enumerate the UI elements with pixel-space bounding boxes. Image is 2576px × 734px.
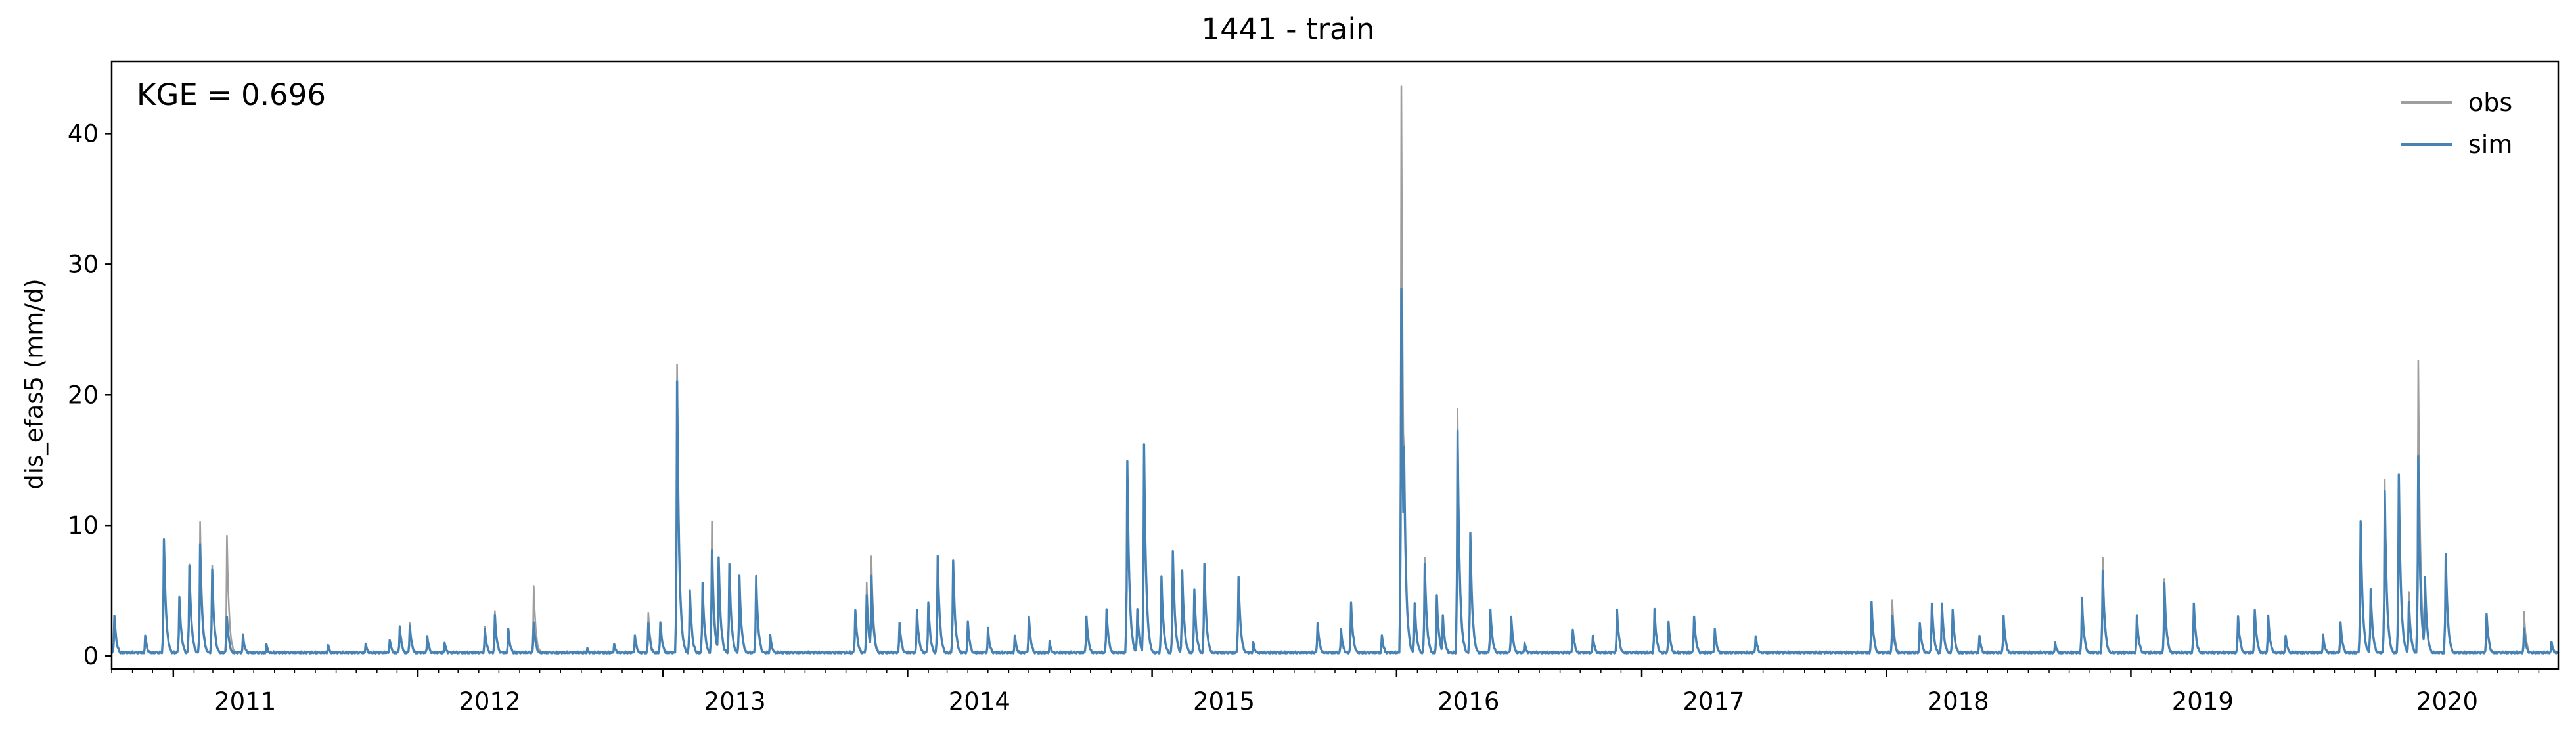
y-tick-label: 10 [68,511,99,540]
chart-title: 1441 - train [1201,12,1375,47]
series-line-sim [110,288,2560,655]
legend-swatch-obs [2401,101,2452,104]
x-tick-label: 2016 [1437,687,1499,716]
kge-annotation: KGE = 0.696 [137,77,326,112]
legend: obs sim [2401,81,2512,165]
y-tick-label: 40 [68,119,99,148]
y-tick-label: 0 [83,642,99,670]
plot-frame [110,60,2560,670]
x-tick-label: 2014 [949,687,1010,716]
y-tick-label: 30 [68,250,99,278]
legend-swatch-sim [2401,143,2452,146]
x-tick-label: 2015 [1193,687,1255,716]
series-line-obs [110,85,2560,655]
axis-layer: 0 10 20 30 40 2011 2012 2013 2014 2015 2016 2017 201… [68,119,2540,716]
series-layer [110,85,2560,655]
x-tick-label: 2019 [2172,687,2234,716]
x-tick-label: 2017 [1683,687,1744,716]
x-tick-label: 2020 [2416,687,2478,716]
x-tick-label: 2013 [704,687,766,716]
x-tick-label: 2011 [214,687,276,716]
legend-label-obs: obs [2468,88,2513,117]
x-tick-label: 2012 [459,687,520,716]
legend-label-sim: sim [2468,130,2513,159]
y-tick-label: 20 [68,381,99,409]
legend-item-obs: obs [2401,81,2512,123]
legend-item-sim: sim [2401,123,2512,165]
x-tick-label: 2018 [1928,687,1989,716]
